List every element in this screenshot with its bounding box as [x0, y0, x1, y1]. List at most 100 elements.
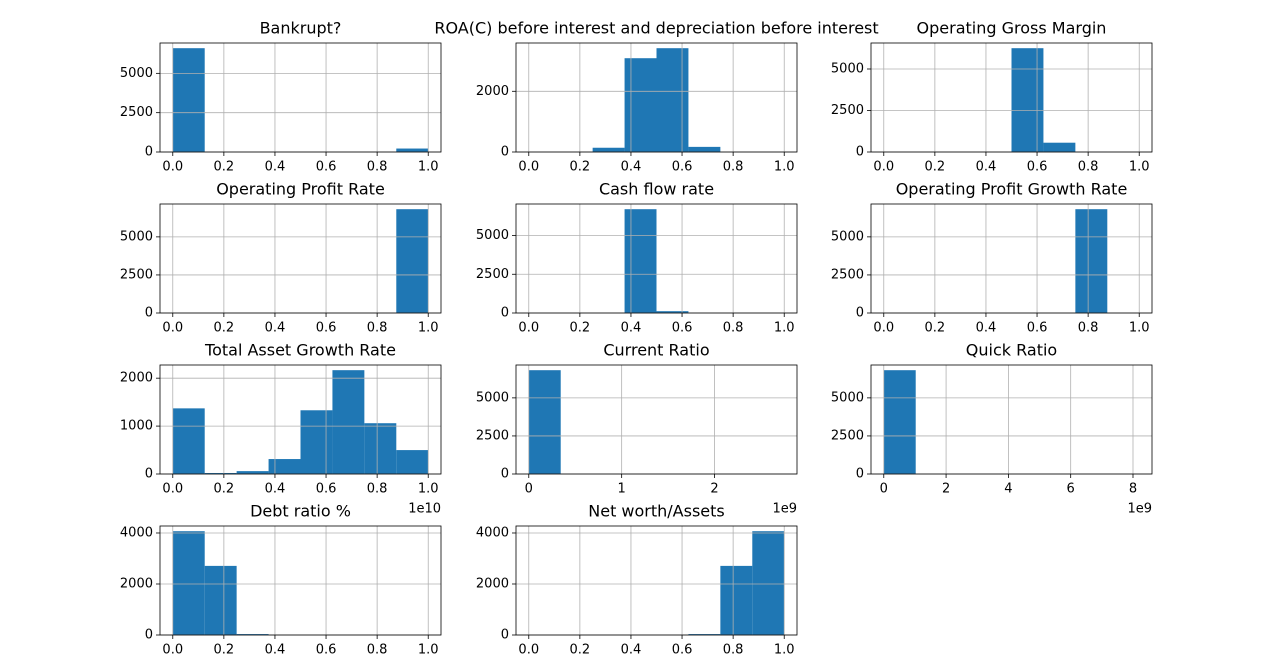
y-tick-label: 2500	[476, 267, 509, 282]
x-tick-label: 1.0	[418, 160, 439, 175]
bar	[656, 311, 689, 313]
bar	[528, 370, 561, 474]
x-tick-label: 0.4	[621, 643, 642, 658]
y-tick-label: 4000	[476, 525, 509, 540]
y-tick-label: 4000	[120, 525, 153, 540]
x-tick-label: 2	[942, 482, 950, 497]
y-tick-label: 2500	[831, 428, 864, 443]
y-tick-label: 0	[856, 467, 864, 482]
axes-frame	[870, 364, 1153, 475]
chart-title: Quick Ratio	[966, 341, 1057, 360]
bar	[172, 531, 205, 635]
bar	[1011, 48, 1044, 152]
x-tick-label: 0.6	[316, 160, 337, 175]
chart-title: ROA(C) before interest and depreciation …	[434, 19, 878, 38]
bar	[172, 48, 205, 153]
x-tick-label: 0.4	[265, 160, 286, 175]
y-tick-label: 0	[145, 145, 153, 160]
y-tick-label: 2500	[476, 428, 509, 443]
x-tick-label: 0.0	[518, 321, 539, 336]
axes-frame	[159, 42, 442, 153]
x-tick-label: 0.8	[723, 160, 744, 175]
bar	[364, 423, 397, 474]
x-offset-label: 1e9	[1127, 502, 1152, 517]
bar	[332, 370, 365, 474]
x-tick-label: 1.0	[418, 321, 439, 336]
y-tick-label: 0	[501, 306, 509, 321]
chart-title: Bankrupt?	[260, 19, 342, 38]
x-tick-label: 0.4	[976, 321, 997, 336]
x-offset-label: 1e10	[408, 502, 441, 517]
y-tick-label: 5000	[120, 229, 153, 244]
x-tick-label: 0.6	[316, 482, 337, 497]
x-tick-label: 0.2	[214, 643, 235, 658]
bar	[396, 450, 429, 474]
x-tick-label: 0.0	[518, 643, 539, 658]
bar	[396, 209, 429, 313]
bar	[1043, 142, 1076, 152]
x-tick-label: 0.0	[162, 321, 183, 336]
y-tick-label: 2500	[831, 103, 864, 118]
x-tick-label: 0.4	[265, 643, 286, 658]
bar	[236, 634, 269, 635]
bar	[1075, 209, 1108, 313]
x-tick-label: 1.0	[418, 643, 439, 658]
bar	[688, 146, 721, 152]
x-tick-label: 1.0	[1129, 160, 1150, 175]
x-tick-label: 0	[880, 482, 888, 497]
x-tick-label: 0.4	[976, 160, 997, 175]
bar	[204, 472, 237, 474]
x-tick-label: 0.4	[265, 321, 286, 336]
y-tick-label: 5000	[831, 61, 864, 76]
x-tick-label: 1.0	[774, 160, 795, 175]
x-tick-label: 0.6	[1027, 321, 1048, 336]
y-tick-label: 5000	[120, 66, 153, 81]
axes-frame	[870, 203, 1153, 314]
axes-frame	[870, 42, 1153, 153]
x-tick-label: 0.0	[162, 643, 183, 658]
x-tick-label: 0.8	[1078, 321, 1099, 336]
x-tick-label: 0.2	[214, 160, 235, 175]
x-tick-label: 8	[1129, 482, 1137, 497]
y-tick-label: 0	[501, 467, 509, 482]
y-tick-label: 0	[145, 467, 153, 482]
bar	[204, 565, 237, 635]
x-tick-label: 1.0	[418, 482, 439, 497]
x-tick-label: 0.8	[723, 643, 744, 658]
y-tick-label: 0	[501, 628, 509, 643]
y-tick-label: 0	[145, 306, 153, 321]
x-tick-label: 0.2	[925, 321, 946, 336]
x-tick-label: 4	[1004, 482, 1012, 497]
y-tick-label: 2500	[120, 105, 153, 120]
x-tick-label: 0.6	[672, 321, 693, 336]
axes-frame	[515, 364, 798, 475]
bar	[752, 531, 785, 635]
y-tick-label: 0	[856, 306, 864, 321]
bar	[656, 48, 689, 152]
axes-frame	[159, 203, 442, 314]
x-tick-label: 0.0	[518, 160, 539, 175]
x-tick-label: 0.4	[265, 482, 286, 497]
x-tick-label: 0.8	[367, 482, 388, 497]
bar	[624, 58, 657, 152]
y-tick-label: 5000	[476, 390, 509, 405]
y-tick-label: 2000	[120, 576, 153, 591]
y-tick-label: 0	[856, 145, 864, 160]
axes-frame	[159, 364, 442, 475]
x-tick-label: 0.2	[214, 321, 235, 336]
y-tick-label: 2000	[476, 576, 509, 591]
chart-title: Operating Gross Margin	[917, 19, 1107, 38]
x-tick-label: 0.8	[1078, 160, 1099, 175]
y-tick-label: 0	[145, 628, 153, 643]
x-tick-label: 0	[525, 482, 533, 497]
x-tick-label: 0.2	[214, 482, 235, 497]
x-tick-label: 2	[710, 482, 718, 497]
x-tick-label: 0.0	[873, 321, 894, 336]
chart-title: Cash flow rate	[599, 180, 714, 199]
y-tick-label: 2000	[120, 371, 153, 386]
x-tick-label: 0.2	[570, 160, 591, 175]
y-tick-label: 1000	[120, 419, 153, 434]
y-tick-label: 2500	[120, 267, 153, 282]
bar	[688, 634, 721, 635]
bar	[268, 459, 301, 474]
